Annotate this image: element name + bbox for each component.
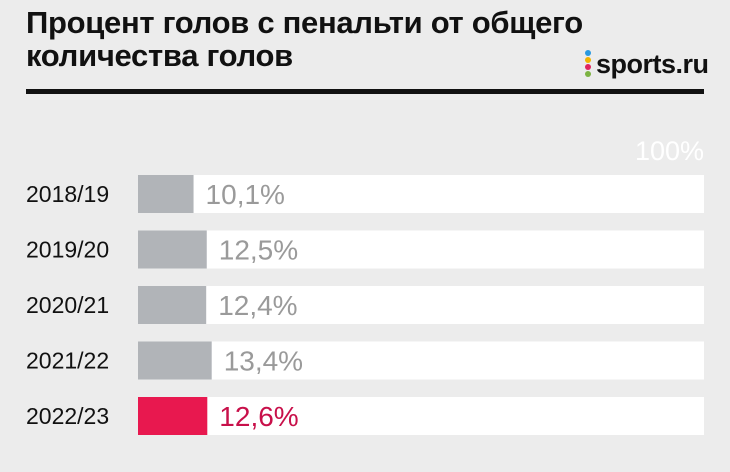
season-label: 2021/22 <box>26 348 109 374</box>
season-label: 2020/21 <box>26 292 109 318</box>
value-label: 12,5% <box>219 235 298 266</box>
title-divider <box>26 89 704 94</box>
bar <box>138 286 207 324</box>
bar <box>138 175 194 213</box>
value-label: 10,1% <box>206 179 285 210</box>
value-label: 12,4% <box>218 290 297 321</box>
bar-track <box>138 175 704 213</box>
value-label: 13,4% <box>224 346 303 377</box>
bar <box>138 341 212 380</box>
season-label: 2019/20 <box>26 237 109 263</box>
axis-max-label: 100% <box>634 136 704 166</box>
bar-track <box>138 397 704 435</box>
bar-track <box>138 341 704 380</box>
bar-track <box>138 230 704 269</box>
bar-track <box>138 286 704 324</box>
sports-ru-logo: sports.ru <box>585 47 709 81</box>
logo-dots-icon <box>585 50 591 78</box>
season-label: 2018/19 <box>26 181 109 207</box>
bar <box>138 230 207 269</box>
bar <box>138 397 208 435</box>
value-label: 12,6% <box>219 401 298 432</box>
logo-text: sports.ru <box>596 49 709 79</box>
chart-title: Процент голов с пенальти от общего колич… <box>26 5 583 73</box>
season-label: 2022/23 <box>26 403 109 429</box>
